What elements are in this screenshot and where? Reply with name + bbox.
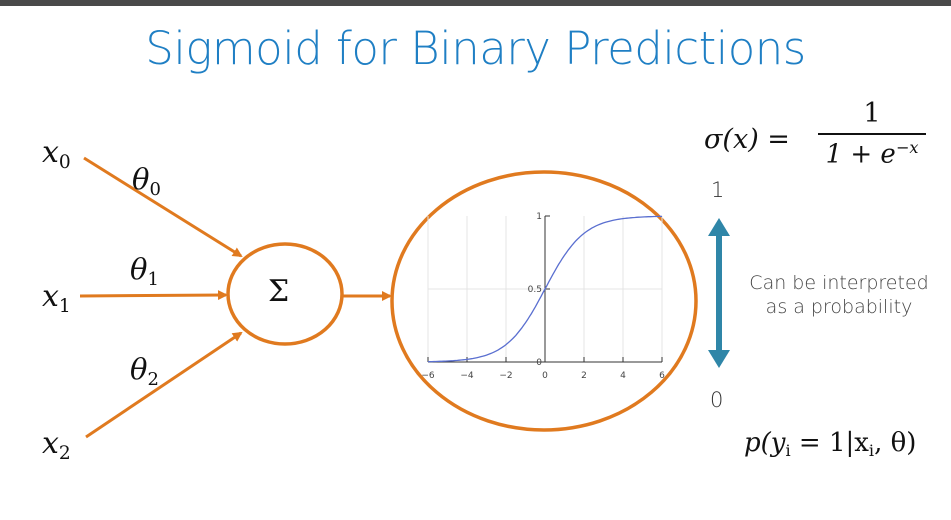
sigmoid-plot: −6 −4 −2 0 2 4 6 0 0.5 1 (421, 212, 665, 381)
activation-node (390, 170, 698, 432)
range-arrow-head-down (708, 350, 730, 368)
x-tick-label: 6 (659, 371, 665, 381)
input-x1-label: x1 (42, 279, 71, 317)
sigmoid-numerator: 1 (863, 98, 881, 129)
input-x2-label: x2 (42, 426, 71, 464)
input-edge-1 (79, 290, 228, 301)
range-bottom-label: 0 (710, 388, 724, 412)
range-top-label: 1 (711, 178, 725, 202)
weight-theta0-label: θ0 (132, 162, 161, 200)
interpretation-line-2: as a probability (765, 295, 913, 318)
x-tick-label: −6 (421, 371, 435, 381)
slide-title: Sigmoid for Binary Predictions (145, 22, 806, 75)
sigmoid-denominator: 1 + e−x (825, 138, 919, 170)
fraction-bar (818, 133, 926, 135)
x-tick-label: −2 (499, 371, 512, 381)
y-tick-label: 0 (536, 358, 542, 368)
weight-theta1-label: θ1 (130, 252, 159, 290)
input-edge-0 (83, 156, 243, 258)
summation-symbol: Σ (268, 274, 290, 309)
interpretation-text: Can be interpreted as a probability (730, 272, 948, 320)
interpretation-line-1: Can be interpreted (749, 272, 929, 294)
x-tick-label: 2 (581, 371, 587, 381)
input-x0-label: x0 (42, 135, 71, 173)
weight-theta2-label: θ2 (130, 352, 159, 390)
x-tick-label: 0 (542, 371, 548, 381)
probability-expression: p(yi = 1|xi, θ) (744, 428, 917, 461)
input-edge-2 (85, 331, 243, 439)
y-tick-label: 1 (536, 212, 542, 222)
summation-node (226, 242, 344, 346)
y-tick-label: 0.5 (528, 285, 542, 295)
top-border-bar (0, 0, 951, 6)
sigmoid-curve (428, 215, 662, 363)
sigmoid-formula-fraction: 1 1 + e−x (818, 98, 926, 170)
range-arrow-head-up (708, 218, 730, 236)
sigmoid-formula-lhs: σ(x) = (704, 124, 790, 155)
x-tick-label: −4 (460, 371, 474, 381)
x-tick-label: 4 (620, 371, 626, 381)
